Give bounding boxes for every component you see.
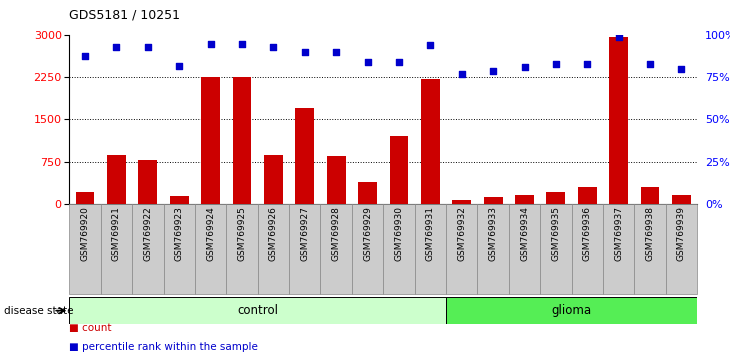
Text: GSM769928: GSM769928 xyxy=(331,206,341,261)
Text: glioma: glioma xyxy=(552,304,591,317)
Bar xyxy=(352,204,383,294)
Bar xyxy=(226,204,258,294)
Point xyxy=(110,44,122,50)
Point xyxy=(518,64,530,70)
Bar xyxy=(358,182,377,204)
Bar xyxy=(296,108,314,204)
Point xyxy=(612,34,624,40)
Point xyxy=(173,63,185,68)
Text: GSM769924: GSM769924 xyxy=(206,206,215,261)
Point xyxy=(204,41,216,47)
Bar xyxy=(195,204,226,294)
Text: GSM769922: GSM769922 xyxy=(143,206,153,261)
Point xyxy=(456,71,468,77)
Text: GSM769930: GSM769930 xyxy=(394,206,404,261)
Bar xyxy=(641,187,659,204)
Bar xyxy=(69,297,446,324)
Point xyxy=(267,44,279,50)
Bar xyxy=(170,196,188,204)
Bar xyxy=(164,204,195,294)
Bar xyxy=(201,78,220,204)
Bar xyxy=(610,36,628,204)
Bar xyxy=(540,204,572,294)
Bar xyxy=(76,192,94,204)
Text: GSM769936: GSM769936 xyxy=(583,206,592,261)
Point xyxy=(488,68,499,74)
Text: GSM769927: GSM769927 xyxy=(300,206,310,261)
Bar xyxy=(390,136,408,204)
Bar xyxy=(233,78,251,204)
Text: ■ percentile rank within the sample: ■ percentile rank within the sample xyxy=(69,342,258,352)
Bar xyxy=(258,204,289,294)
Point xyxy=(142,44,153,50)
Text: GSM769923: GSM769923 xyxy=(174,206,184,261)
Bar xyxy=(547,192,565,204)
Bar xyxy=(320,204,352,294)
Bar xyxy=(421,79,439,204)
Bar xyxy=(107,155,126,204)
Point xyxy=(299,49,311,55)
Bar xyxy=(572,204,603,294)
Text: GSM769931: GSM769931 xyxy=(426,206,435,261)
Point xyxy=(361,59,373,65)
Bar xyxy=(484,198,502,204)
Text: GSM769938: GSM769938 xyxy=(645,206,655,261)
Text: GSM769921: GSM769921 xyxy=(112,206,121,261)
Text: GSM769935: GSM769935 xyxy=(551,206,561,261)
Text: GSM769939: GSM769939 xyxy=(677,206,686,261)
Bar xyxy=(477,204,509,294)
Point xyxy=(236,41,247,47)
Point xyxy=(550,61,562,67)
Bar xyxy=(515,195,534,204)
Point xyxy=(425,42,437,48)
Bar xyxy=(603,204,634,294)
Text: disease state: disease state xyxy=(4,306,73,316)
Bar xyxy=(509,204,540,294)
Bar xyxy=(672,195,691,204)
Bar xyxy=(634,204,666,294)
Bar xyxy=(327,156,345,204)
Bar xyxy=(69,204,101,294)
Bar xyxy=(139,160,157,204)
Bar xyxy=(132,204,164,294)
Text: GSM769925: GSM769925 xyxy=(237,206,247,261)
Bar xyxy=(415,204,446,294)
Text: GSM769929: GSM769929 xyxy=(363,206,372,261)
Point xyxy=(330,49,342,55)
Bar xyxy=(264,155,283,204)
Text: GSM769926: GSM769926 xyxy=(269,206,278,261)
Point xyxy=(675,66,687,72)
Point xyxy=(644,61,656,67)
Text: GDS5181 / 10251: GDS5181 / 10251 xyxy=(69,8,180,21)
Bar xyxy=(446,204,477,294)
Bar xyxy=(101,204,132,294)
Text: GSM769920: GSM769920 xyxy=(80,206,90,261)
Bar xyxy=(666,204,697,294)
Bar xyxy=(446,297,697,324)
Bar xyxy=(289,204,320,294)
Text: GSM769934: GSM769934 xyxy=(520,206,529,261)
Text: ■ count: ■ count xyxy=(69,323,112,333)
Text: control: control xyxy=(237,304,278,317)
Bar xyxy=(383,204,415,294)
Bar xyxy=(453,200,471,204)
Text: GSM769933: GSM769933 xyxy=(488,206,498,261)
Point xyxy=(79,53,91,58)
Text: GSM769937: GSM769937 xyxy=(614,206,623,261)
Bar xyxy=(578,187,596,204)
Point xyxy=(393,59,404,65)
Text: GSM769932: GSM769932 xyxy=(457,206,466,261)
Point xyxy=(581,61,593,67)
